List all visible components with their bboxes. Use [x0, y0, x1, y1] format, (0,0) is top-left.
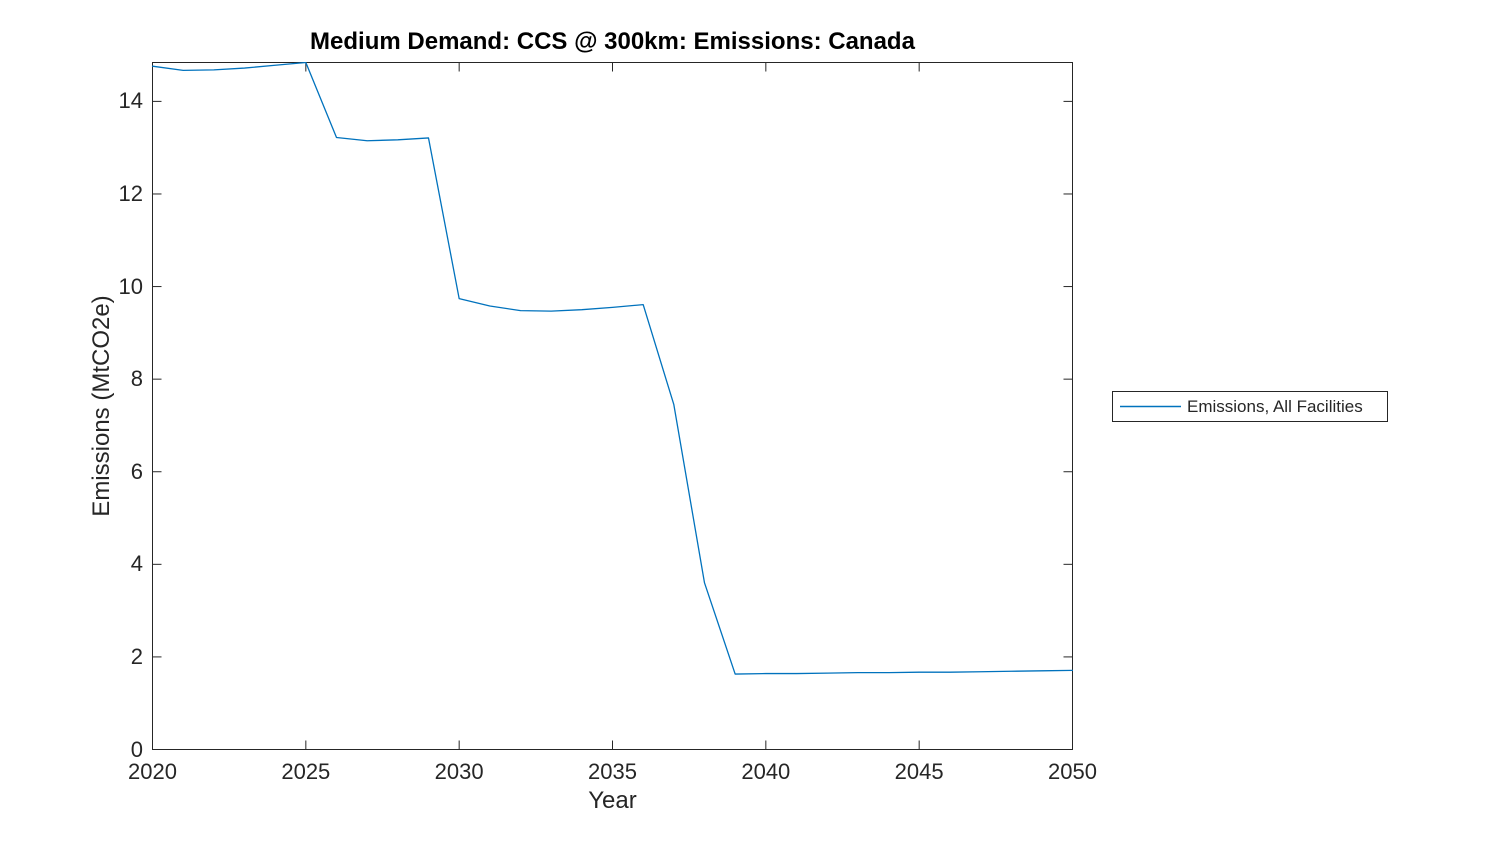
emissions-line — [152, 62, 1073, 675]
y-tick-label: 12 — [118, 180, 143, 206]
legend-line-sample — [1120, 405, 1181, 408]
y-tick-label: 8 — [130, 366, 143, 392]
y-tick-label: 4 — [130, 551, 143, 577]
y-tick-label: 0 — [130, 736, 143, 762]
x-axis-label: Year — [588, 787, 637, 814]
x-tick-label: 2040 — [741, 759, 791, 784]
axes-box — [152, 62, 1073, 750]
x-tick-label: 2020 — [128, 759, 177, 784]
y-tick-label: 6 — [130, 458, 143, 484]
x-tick-label: 2050 — [1048, 759, 1097, 784]
y-tick-label: 14 — [118, 88, 143, 114]
y-tick-label: 10 — [118, 273, 143, 299]
x-tick-label: 2045 — [894, 759, 944, 784]
x-tick-label: 2030 — [434, 759, 484, 784]
y-tick-marks — [152, 100, 1073, 750]
y-tick-label: 2 — [130, 643, 143, 669]
x-tick-label: 2035 — [588, 759, 637, 784]
plot-area — [152, 62, 1073, 750]
x-tick-marks — [152, 62, 1073, 750]
legend-entry-label: Emissions, All Facilities — [1187, 396, 1363, 416]
chart-title: Medium Demand: CCS @ 300km: Emissions: C… — [310, 28, 915, 55]
legend-box: Emissions, All Facilities — [1112, 391, 1388, 422]
x-tick-label: 2025 — [281, 759, 331, 784]
